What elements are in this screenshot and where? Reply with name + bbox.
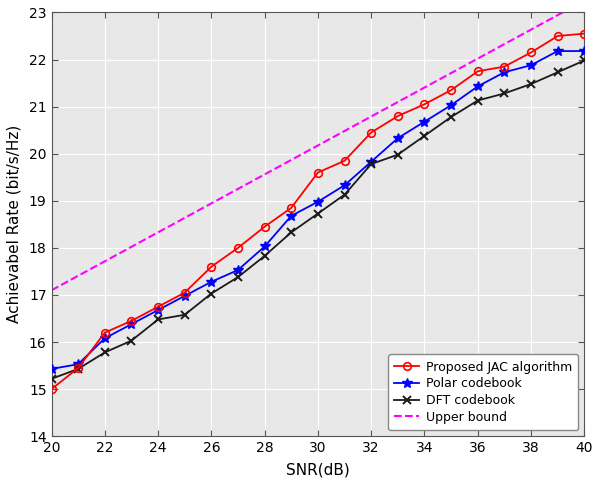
Proposed JAC algorithm [235,245,242,251]
Proposed JAC algorithm [341,158,348,164]
DFT codebook [501,91,508,96]
Polar codebook [208,279,215,285]
Polar codebook [581,48,588,54]
Proposed JAC algorithm [208,264,215,270]
DFT codebook [527,81,535,87]
DFT codebook [128,338,135,344]
Polar codebook [527,62,535,68]
Proposed JAC algorithm [554,33,561,39]
X-axis label: SNR(dB): SNR(dB) [286,462,350,477]
DFT codebook [394,152,401,158]
DFT codebook [74,366,82,372]
DFT codebook [448,114,455,120]
Proposed JAC algorithm [501,64,508,70]
Proposed JAC algorithm [581,30,588,36]
Polar codebook [287,213,295,219]
DFT codebook [474,98,481,104]
Polar codebook [261,243,268,249]
Polar codebook [501,69,508,75]
Polar codebook [421,119,428,124]
Polar codebook [235,267,242,273]
Polar codebook [181,293,188,299]
Proposed JAC algorithm [394,113,401,119]
Proposed JAC algorithm [421,101,428,107]
Legend: Proposed JAC algorithm, Polar codebook, DFT codebook, Upper bound: Proposed JAC algorithm, Polar codebook, … [388,354,578,430]
Polar codebook [48,366,55,372]
Proposed JAC algorithm [128,318,135,324]
Proposed JAC algorithm [314,170,322,176]
Polar codebook [448,102,455,108]
Polar codebook [128,321,135,327]
DFT codebook [48,376,55,382]
DFT codebook [261,253,268,259]
Polar codebook [554,48,561,54]
Polar codebook [314,199,322,205]
Proposed JAC algorithm [368,130,375,136]
Polar codebook [394,135,401,141]
DFT codebook [314,211,322,216]
Proposed JAC algorithm [181,290,188,296]
Polar codebook [154,307,161,313]
Line: Polar codebook: Polar codebook [47,46,589,374]
Proposed JAC algorithm [101,330,109,335]
DFT codebook [101,349,109,355]
Line: DFT codebook: DFT codebook [47,57,588,383]
DFT codebook [581,58,588,63]
Proposed JAC algorithm [74,365,82,371]
DFT codebook [208,291,215,297]
Proposed JAC algorithm [474,68,481,74]
DFT codebook [154,317,161,322]
Y-axis label: Achievabel Rate (bit/s/Hz): Achievabel Rate (bit/s/Hz) [7,125,22,323]
Proposed JAC algorithm [154,304,161,310]
Polar codebook [341,182,348,188]
Polar codebook [74,361,82,367]
Line: Proposed JAC algorithm: Proposed JAC algorithm [47,30,588,393]
Polar codebook [474,83,481,89]
Proposed JAC algorithm [261,224,268,229]
Proposed JAC algorithm [527,49,535,55]
DFT codebook [287,229,295,235]
DFT codebook [341,192,348,197]
Proposed JAC algorithm [448,87,455,93]
Polar codebook [368,159,375,165]
DFT codebook [368,161,375,167]
Proposed JAC algorithm [48,386,55,392]
Polar codebook [101,335,109,341]
DFT codebook [421,133,428,139]
DFT codebook [181,312,188,318]
DFT codebook [235,274,242,280]
DFT codebook [554,69,561,75]
Proposed JAC algorithm [287,205,295,211]
